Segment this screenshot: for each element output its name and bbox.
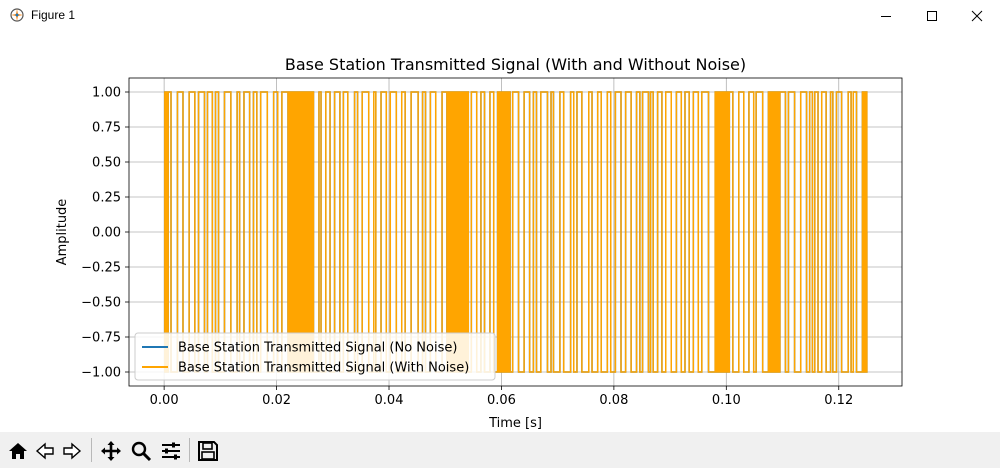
x-tick-label: 0.06 <box>487 393 516 408</box>
save-button[interactable] <box>195 438 221 464</box>
configure-subplots-icon <box>162 442 180 460</box>
legend: Base Station Transmitted Signal (No Nois… <box>134 332 496 381</box>
x-tick-label: 0.12 <box>824 393 853 408</box>
configure-subplots-button[interactable] <box>158 438 184 464</box>
figure-canvas: 0.00 0.02 0.04 0.06 0.08 0.10 0.12 1.00 0.75 0.50… <box>0 31 1000 432</box>
x-tick-label: 0.04 <box>375 393 404 408</box>
x-tick-label: 0.02 <box>262 393 291 408</box>
y-tick-label: −0.50 <box>81 296 121 311</box>
tick-layer: 0.00 0.02 0.04 0.06 0.08 0.10 0.12 1.00 0.75 0.50… <box>81 86 853 409</box>
close-icon <box>971 10 983 21</box>
pan-icon <box>101 441 121 461</box>
minimize-icon <box>881 15 891 17</box>
zoom-button[interactable] <box>128 438 154 464</box>
pan-button[interactable] <box>98 438 124 464</box>
y-tick-label: 0.25 <box>92 191 121 206</box>
x-axis-label: Time [s] <box>488 416 542 431</box>
legend-label-with-noise: Base Station Transmitted Signal (With No… <box>178 361 469 376</box>
zoom-icon <box>131 441 152 462</box>
navigation-toolbar <box>0 432 1000 468</box>
app-icon <box>8 6 26 24</box>
maximize-icon <box>927 10 937 21</box>
line-chart: 0.00 0.02 0.04 0.06 0.08 0.10 0.12 1.00 0.75 0.50… <box>55 55 903 431</box>
forward-icon <box>63 442 82 460</box>
legend-label-no-noise: Base Station Transmitted Signal (No Nois… <box>178 341 457 356</box>
y-tick-label: 0.75 <box>92 121 121 136</box>
y-tick-label: −0.75 <box>81 331 121 346</box>
maximize-button[interactable] <box>909 0 955 31</box>
window-titlebar: Figure 1 <box>0 0 1000 31</box>
y-tick-label: −1.00 <box>81 366 121 381</box>
y-tick-label: −0.25 <box>81 261 121 276</box>
x-tick-label: 0.10 <box>712 393 741 408</box>
y-tick-label: 0.50 <box>92 156 121 171</box>
window-title: Figure 1 <box>31 8 76 22</box>
y-axis-label: Amplitude <box>55 199 70 266</box>
x-tick-label: 0.08 <box>599 393 628 408</box>
legend-box <box>134 332 496 381</box>
back-button[interactable] <box>32 438 58 464</box>
x-tick-label: 0.00 <box>150 393 179 408</box>
toolbar-separator <box>91 438 92 462</box>
y-tick-label: 0.00 <box>92 226 121 241</box>
forward-button[interactable] <box>59 438 85 464</box>
home-icon <box>9 443 27 459</box>
chart-title: Base Station Transmitted Signal (With an… <box>285 55 746 74</box>
back-icon <box>35 442 54 460</box>
home-button[interactable] <box>5 438 31 464</box>
save-icon <box>198 441 218 461</box>
close-button[interactable] <box>954 0 1000 31</box>
minimize-button[interactable] <box>863 0 909 31</box>
y-tick-label: 1.00 <box>92 86 121 101</box>
toolbar-separator <box>189 438 190 462</box>
